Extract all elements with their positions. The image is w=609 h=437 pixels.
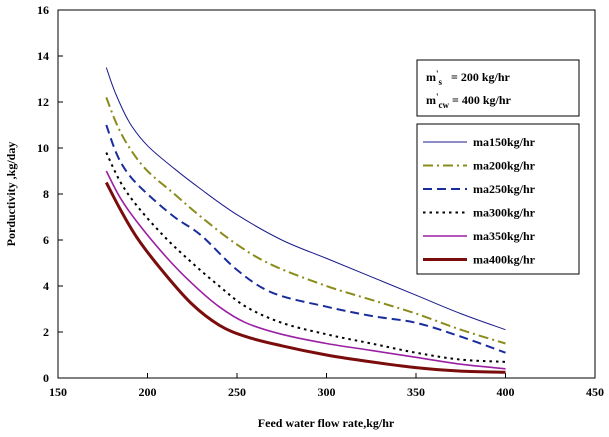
x-axis-title: Feed water flow rate,kg/hr	[258, 416, 395, 430]
x-tick-label: 450	[586, 385, 604, 399]
series-line-ma250kg/hr	[105, 124, 506, 354]
note-line-steam: m's = 200 kg/hr	[426, 69, 511, 87]
y-tick-label: 4	[43, 279, 49, 293]
y-tick-label: 0	[43, 371, 49, 385]
legend-label: ma350kg/hr	[473, 229, 536, 243]
x-tick-label: 250	[228, 385, 246, 399]
series-line-ma150kg/hr	[105, 67, 506, 331]
y-tick-label: 6	[43, 233, 49, 247]
legend-frame	[416, 123, 580, 275]
y-tick-label: 16	[37, 3, 49, 17]
x-axis: 150 200 250 300 350 400 450	[49, 373, 604, 399]
x-tick-label: 150	[49, 385, 67, 399]
legend-label: ma200kg/hr	[473, 159, 536, 173]
legend-label: ma300kg/hr	[473, 206, 536, 220]
y-tick-label: 12	[37, 95, 49, 109]
x-tick-label: 400	[497, 385, 515, 399]
legend-items: ma150kg/hr ma200kg/hr ma250kg/hr ma300kg/hr…	[423, 135, 536, 267]
y-tick-label: 10	[37, 141, 49, 155]
legend: ma150kg/hr ma200kg/hr ma250kg/hr ma300kg/hr…	[416, 123, 580, 275]
parameter-note-box: m's = 200 kg/hr m'cw = 400 kg/hr	[416, 59, 580, 117]
y-axis-title: Porductivity ,kg/day	[4, 142, 18, 247]
series-line-ma400kg/hr	[104, 181, 506, 374]
y-tick-label: 2	[43, 325, 49, 339]
y-axis: 0 2 4 6 8 10 12 14 16	[37, 3, 63, 385]
legend-label: ma400kg/hr	[473, 253, 536, 267]
x-tick-label: 350	[407, 385, 425, 399]
legend-label: ma250kg/hr	[473, 182, 536, 196]
x-tick-label: 200	[139, 385, 157, 399]
legend-label: ma150kg/hr	[473, 135, 536, 149]
series-line-ma200kg/hr	[105, 97, 506, 345]
series-line-ma350kg/hr	[105, 170, 506, 370]
y-tick-label: 8	[43, 187, 49, 201]
note-line-cooling-water: m'cw = 400 kg/hr	[426, 92, 512, 110]
series-layer	[104, 67, 506, 374]
parameter-note-frame	[416, 59, 580, 117]
y-tick-label: 14	[37, 49, 49, 63]
x-tick-label: 300	[318, 385, 336, 399]
